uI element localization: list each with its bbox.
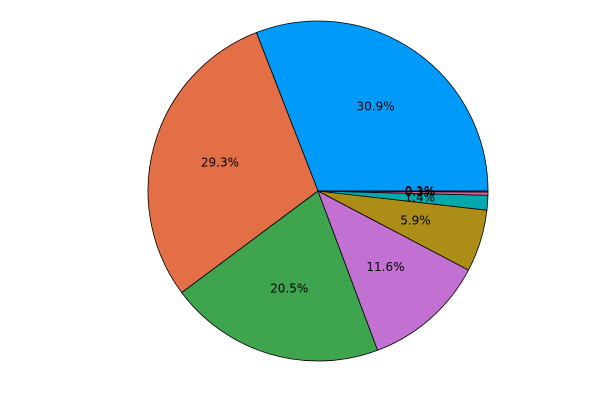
- pie-slice: [317, 190, 489, 193]
- pie-slice: [317, 190, 470, 351]
- slice-label: 1.4%: [405, 191, 436, 205]
- pie-slice: [181, 190, 379, 362]
- slice-label: 30.9%: [357, 99, 395, 113]
- slice-label: 20.5%: [270, 281, 308, 295]
- pie-slice: [147, 32, 319, 294]
- slice-label: 29.3%: [201, 155, 239, 169]
- slice-label: 0.3%: [405, 185, 436, 199]
- pie-slice: [255, 20, 489, 192]
- slice-label: 5.9%: [400, 213, 431, 227]
- slice-label: 11.6%: [366, 260, 404, 274]
- slice-label: 0.1%: [405, 184, 436, 198]
